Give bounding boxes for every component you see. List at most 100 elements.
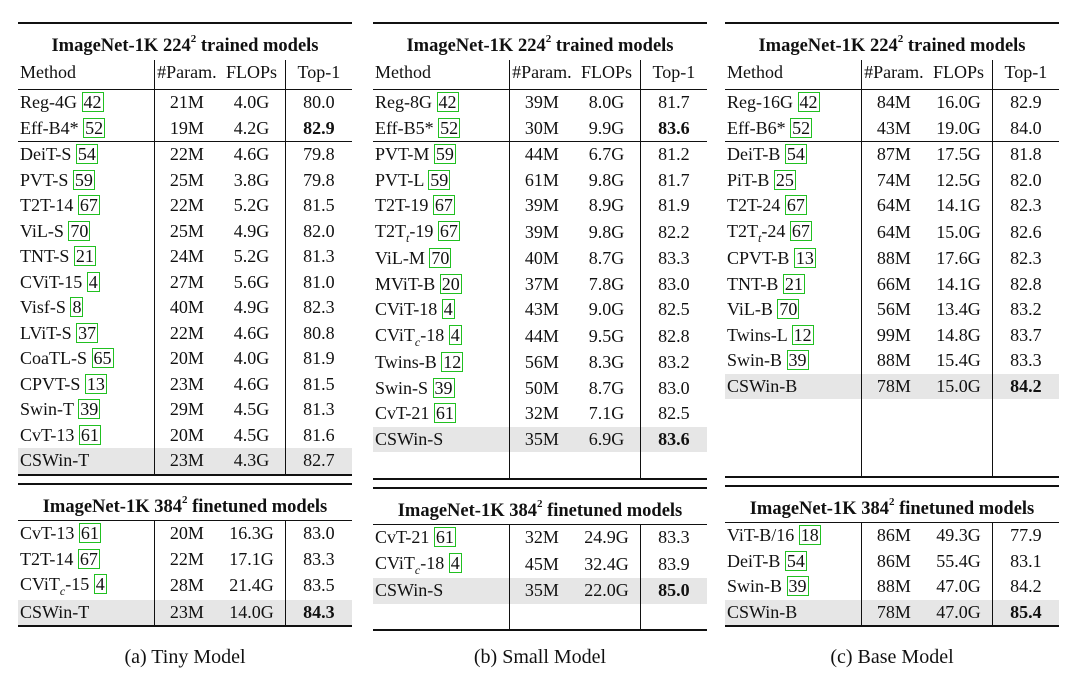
title-superscript: 2 xyxy=(897,33,904,45)
citation-link[interactable]: 12 xyxy=(441,352,464,373)
citation-link[interactable]: 61 xyxy=(78,523,101,544)
citation-link[interactable]: 59 xyxy=(428,169,451,190)
title-suffix: trained models xyxy=(551,36,674,57)
method-cell: CoaTL-S 65 xyxy=(18,346,155,372)
top1-cell: 82.0 xyxy=(991,167,1059,194)
method-name: MViT-B xyxy=(375,273,440,294)
citation-link[interactable]: 65 xyxy=(91,348,114,369)
citation-link[interactable]: 25 xyxy=(773,169,796,190)
citation-link[interactable]: 39 xyxy=(786,576,809,597)
table-row: CvT-13 61 20M 4.5G 81.6 xyxy=(18,422,352,449)
table-row: Reg-4G 42 21M 4.0G 80.0 xyxy=(18,89,352,116)
citation-link[interactable]: 52 xyxy=(438,117,461,138)
table-row: Reg-8G 42 39M 8.0G 81.7 xyxy=(373,89,707,116)
citation-link[interactable]: 13 xyxy=(793,248,816,269)
params-cell: 22M xyxy=(154,193,219,219)
method-cell: Swin-S 39 xyxy=(373,376,510,402)
params-cell: 27M xyxy=(154,269,219,296)
method-cell: DeiT-B 54 xyxy=(725,141,862,168)
table-row: TNT-B 21 66M 14.1G 82.8 xyxy=(725,271,1059,298)
citation-link[interactable]: 59 xyxy=(72,169,95,190)
citation-link[interactable]: 67 xyxy=(432,195,455,216)
top1-cell: 83.7 xyxy=(991,322,1059,349)
citation-link[interactable]: 61 xyxy=(433,403,456,424)
citation-link[interactable]: 67 xyxy=(77,195,100,216)
citation-link[interactable]: 67 xyxy=(437,220,460,241)
citation-link[interactable]: 54 xyxy=(784,144,807,165)
citation-link[interactable]: 8 xyxy=(70,297,84,318)
citation-link[interactable]: 70 xyxy=(777,299,800,320)
citation-link[interactable]: 52 xyxy=(790,117,813,138)
citation-link[interactable]: 12 xyxy=(791,324,814,345)
table-384-finetuned: ImageNet-1K 3842 finetuned models ViT-B/1… xyxy=(725,484,1059,628)
citation-link[interactable]: 67 xyxy=(789,220,812,241)
table-row: CvT-21 61 32M 24.9G 83.3 xyxy=(373,524,707,551)
citation-link[interactable]: 61 xyxy=(433,527,456,548)
method-name: T2T-19 xyxy=(375,195,433,216)
citation-link[interactable]: 67 xyxy=(77,548,100,569)
citation-link[interactable]: 54 xyxy=(75,144,98,165)
citation-link[interactable]: 54 xyxy=(784,550,807,571)
citation-link[interactable]: 18 xyxy=(798,525,821,546)
flops-cell: 47.0G xyxy=(925,599,993,627)
params-cell: 23M xyxy=(154,448,219,475)
citation-link[interactable]: 4 xyxy=(93,574,107,595)
citation-link[interactable]: 59 xyxy=(433,144,456,165)
citation-link[interactable]: 61 xyxy=(78,424,101,445)
citation-link[interactable]: 21 xyxy=(73,246,96,267)
top1-cell: 81.2 xyxy=(639,141,707,168)
citation-link[interactable]: 13 xyxy=(84,373,107,394)
citation-link[interactable]: 42 xyxy=(797,92,820,113)
method-name: Reg-4G xyxy=(20,92,82,113)
method-name: CvT-21 xyxy=(375,527,434,548)
citation-link[interactable]: 42 xyxy=(436,92,459,113)
citation-link[interactable]: 21 xyxy=(782,273,805,294)
flops-cell: 3.8G xyxy=(233,169,270,190)
method-cell: Reg-8G 42 xyxy=(373,89,510,116)
method-cell: PiT-B 25 xyxy=(725,168,862,194)
method-name: Swin-B xyxy=(727,576,787,597)
citation-link[interactable]: 39 xyxy=(786,350,809,371)
params-cell: 20M xyxy=(154,520,219,547)
flops-cell: 19.0G xyxy=(936,117,981,138)
citation-link[interactable]: 42 xyxy=(81,92,104,113)
table-row: TNT-S 21 24M 5.2G 81.3 xyxy=(18,244,352,270)
title-prefix: ImageNet-1K 384 xyxy=(749,498,889,519)
citation-link[interactable]: 4 xyxy=(441,299,455,320)
method-cell: DeiT-S 54 xyxy=(18,141,155,168)
method-name-suffix: -15 xyxy=(65,574,94,595)
method-cell: Reg-16G 42 xyxy=(725,89,862,116)
method-cell: CvT-13 61 xyxy=(18,423,155,449)
method-name: TNT-B xyxy=(727,273,783,294)
citation-link[interactable]: 52 xyxy=(83,117,106,138)
citation-link[interactable]: 4 xyxy=(448,552,462,573)
citation-link[interactable]: 70 xyxy=(429,248,452,269)
table-row: Reg-16G 42 84M 16.0G 82.9 xyxy=(725,89,1059,116)
method-cell: ViL-S 70 xyxy=(18,219,155,245)
citation-link[interactable]: 67 xyxy=(784,195,807,216)
params-cell: 86M xyxy=(861,548,926,575)
table-title-384: ImageNet-1K 3842 finetuned models xyxy=(725,486,1059,523)
top1-cell: 80.8 xyxy=(284,320,352,347)
params-cell: 30M xyxy=(509,115,574,142)
flops-cell: 9.8G xyxy=(588,169,625,190)
flops-cell: 9.9G xyxy=(588,117,625,138)
citation-link[interactable]: 4 xyxy=(86,271,100,292)
method-cell: CPVT-B 13 xyxy=(725,246,862,272)
params-cell: 22M xyxy=(154,546,219,573)
flops-cell: 4.3G xyxy=(218,448,286,475)
params-cell: 40M xyxy=(509,246,574,272)
top1-cell: 83.3 xyxy=(991,348,1059,374)
method-cell: Eff-B5* 52 xyxy=(373,116,510,142)
flops-cell: 15.0G xyxy=(925,373,993,400)
citation-link[interactable]: 70 xyxy=(68,220,91,241)
citation-link[interactable]: 37 xyxy=(76,322,99,343)
method-name: CPVT-B xyxy=(727,248,794,269)
params-cell: 23M xyxy=(154,371,219,398)
citation-link[interactable]: 20 xyxy=(439,273,462,294)
citation-link[interactable]: 39 xyxy=(78,399,101,420)
citation-link[interactable]: 4 xyxy=(448,324,462,345)
citation-link[interactable]: 39 xyxy=(432,377,455,398)
method-cell: CViT-18 4 xyxy=(373,297,510,323)
params-cell: 43M xyxy=(861,115,926,142)
